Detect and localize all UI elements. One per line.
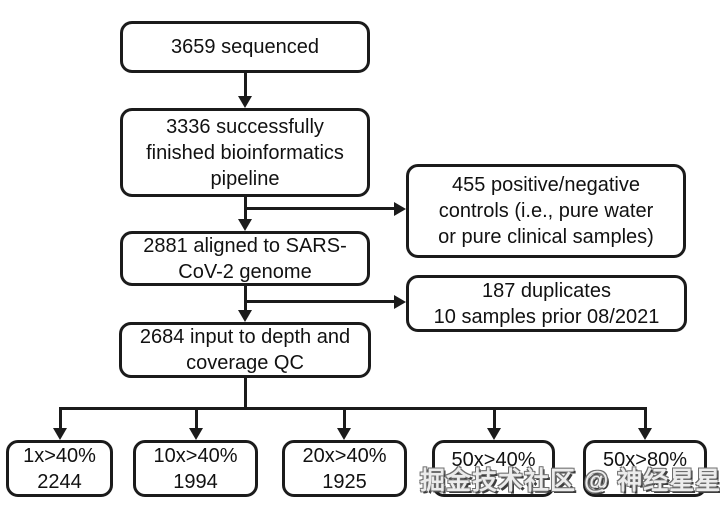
node-controls: 455 positive/negative controls (i.e., pu… bbox=[406, 164, 686, 258]
node-line: 2684 input to depth and bbox=[139, 326, 351, 348]
arrow-down-icon bbox=[238, 310, 252, 322]
fanout-drop-50x40-line bbox=[492, 409, 496, 429]
fanout-trunk-line bbox=[243, 378, 247, 410]
node-duplicates: 187 duplicates 10 samples prior 08/2021 bbox=[406, 275, 687, 332]
arrow-right-icon bbox=[394, 294, 406, 309]
node-line: or pure clinical samples) bbox=[438, 226, 654, 248]
node-line: coverage QC bbox=[186, 352, 304, 374]
arrow-down-icon bbox=[337, 428, 351, 440]
node-sequenced: 3659 sequenced bbox=[120, 21, 370, 73]
node-line: 2881 aligned to SARS- bbox=[143, 234, 347, 257]
node-qc-1x: 1x>40% 2244 bbox=[6, 440, 113, 497]
node-line: 10x>40% bbox=[153, 444, 238, 467]
arrow-down-icon bbox=[238, 219, 252, 231]
fanout-horizontal-line bbox=[58, 407, 647, 410]
node-line: 1x>40% bbox=[23, 444, 96, 467]
node-qc-50x40: 50x>40% bbox=[432, 440, 555, 497]
arrow-down-icon bbox=[638, 428, 652, 440]
fanout-drop-10x-line bbox=[194, 409, 198, 429]
fanout-drop-50x80-line bbox=[643, 409, 647, 429]
arrow-down-icon bbox=[487, 428, 501, 440]
node-line: 20x>40% bbox=[302, 444, 387, 467]
branch-to-controls-line bbox=[245, 207, 394, 210]
arrow-down-icon bbox=[238, 96, 252, 108]
branch-to-duplicates-line bbox=[245, 300, 394, 303]
arrow-aligned-to-qcinput-line bbox=[243, 286, 247, 311]
node-qc-10x: 10x>40% 1994 bbox=[133, 440, 258, 497]
arrow-down-icon bbox=[53, 428, 67, 440]
node-line: pipeline bbox=[210, 167, 280, 190]
fanout-drop-1x-line bbox=[58, 409, 62, 429]
node-line: 2244 bbox=[37, 470, 82, 493]
node-line: 1994 bbox=[173, 470, 218, 493]
arrow-sequenced-to-pipeline-line bbox=[243, 73, 247, 98]
node-line: finished bioinformatics bbox=[146, 141, 344, 164]
watermark-text: 掘金技术社区 @ 神经星星 bbox=[420, 467, 720, 495]
node-pipeline: 3336 successfully finished bioinformatic… bbox=[120, 108, 370, 197]
node-qc-50x80: 50x>80% bbox=[583, 440, 707, 497]
arrow-down-icon bbox=[189, 428, 203, 440]
node-line: 3336 successfully bbox=[166, 115, 324, 138]
arrow-right-icon bbox=[394, 201, 406, 216]
node-qc-20x: 20x>40% 1925 bbox=[282, 440, 407, 497]
node-line: 455 positive/negative bbox=[452, 174, 640, 196]
node-line: 187 duplicates bbox=[482, 279, 611, 302]
fanout-drop-20x-line bbox=[342, 409, 346, 429]
node-line: 50x>80% bbox=[603, 449, 687, 471]
node-line: 50x>40% bbox=[451, 449, 536, 471]
node-line: 10 samples prior 08/2021 bbox=[433, 305, 660, 328]
node-line: 1925 bbox=[322, 470, 367, 493]
node-line: controls (i.e., pure water bbox=[438, 200, 654, 222]
node-qc-input: 2684 input to depth and coverage QC bbox=[119, 322, 371, 378]
node-aligned: 2881 aligned to SARS- CoV-2 genome bbox=[120, 231, 370, 286]
node-line: CoV-2 genome bbox=[178, 260, 312, 283]
node-line: 3659 sequenced bbox=[171, 36, 319, 58]
